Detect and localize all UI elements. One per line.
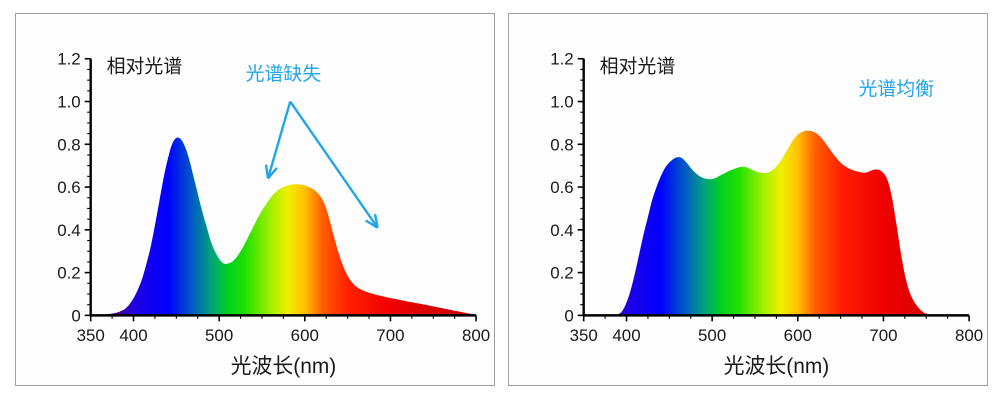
- y-tick-label: 0.6: [550, 178, 574, 197]
- plot-title-left: 相对光谱: [107, 56, 183, 78]
- y-tick-label: 0.6: [57, 178, 81, 197]
- axes-right: 0 0.2 0.4 0.6 0.8 1.0 1.2 350 400 500 600 700 800: [550, 50, 983, 345]
- panel-spectrum-deficient: 0 0.2 0.4 0.6 0.8 1.0 1.2 350 400 500 600 700 800 相…: [15, 13, 495, 386]
- annotation-arrow-line-2: [289, 100, 379, 229]
- y-tick-label: 0: [71, 306, 80, 325]
- x-tick-label: 500: [698, 326, 726, 345]
- annotation-arrow-head-2-2: [373, 213, 379, 228]
- y-tick-label: 0.4: [57, 221, 81, 240]
- annotation-label-spectrum-balanced: 光谱均衡: [858, 78, 934, 100]
- y-tick-label: 1.0: [57, 93, 81, 112]
- x-tick-label: 600: [784, 326, 812, 345]
- y-tick-label: 1.2: [57, 50, 81, 69]
- x-tick-label: 700: [869, 326, 897, 345]
- y-tick-label: 0.2: [550, 264, 574, 283]
- plot-title-right: 相对光谱: [600, 56, 676, 78]
- x-axis-label-right: 光波长(nm): [724, 355, 830, 378]
- x-tick-label: 500: [205, 326, 233, 345]
- panel-spectrum-balanced: 0 0.2 0.4 0.6 0.8 1.0 1.2 350 400 500 600 700 800 相…: [508, 13, 988, 386]
- x-tick-label: 800: [462, 326, 490, 345]
- y-tick-label: 1.2: [550, 50, 574, 69]
- y-tick-label: 0.2: [57, 264, 81, 283]
- y-tick-label: 0.4: [550, 221, 574, 240]
- annotation-arrow-line-1: [266, 101, 292, 179]
- annotation-arrow-head-2-1: [365, 219, 379, 229]
- y-tick-label: 0.8: [57, 135, 81, 154]
- annotation-label-spectrum-missing: 光谱缺失: [246, 63, 322, 85]
- chart-right: 0 0.2 0.4 0.6 0.8 1.0 1.2 350 400 500 600 700 800 相…: [550, 50, 983, 378]
- axes-left: 0 0.2 0.4 0.6 0.8 1.0 1.2 350 400 500 600 700 800: [57, 50, 490, 345]
- annotation-arrows-left: [264, 100, 379, 229]
- x-axis-label-left: 光波长(nm): [231, 355, 337, 378]
- x-tick-label: 700: [376, 326, 404, 345]
- x-tick-label: 350: [570, 326, 598, 345]
- x-tick-label: 400: [119, 326, 147, 345]
- y-tick-label: 0: [564, 306, 573, 325]
- x-tick-label: 800: [955, 326, 983, 345]
- y-tick-label: 0.8: [550, 135, 574, 154]
- x-tick-label: 400: [612, 326, 640, 345]
- annotation-arrow-head-1-2: [267, 167, 278, 180]
- x-tick-label: 600: [291, 326, 319, 345]
- chart-left: 0 0.2 0.4 0.6 0.8 1.0 1.2 350 400 500 600 700 800 相…: [57, 50, 490, 378]
- x-tick-label: 350: [77, 326, 105, 345]
- y-tick-label: 1.0: [550, 93, 574, 112]
- annotation-arrow-head-1-1: [264, 164, 270, 179]
